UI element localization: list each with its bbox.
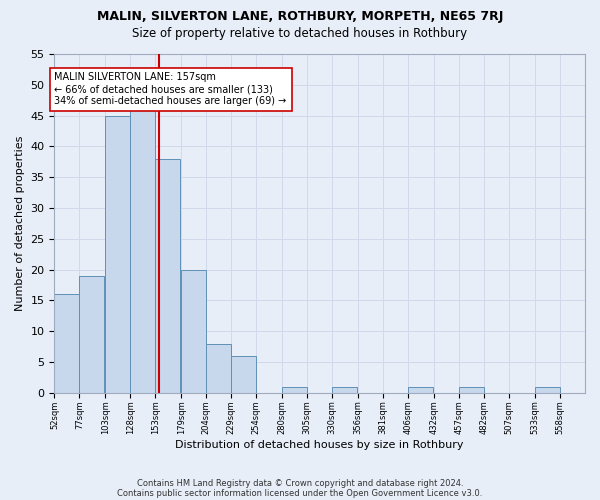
Bar	[79, 276, 104, 393]
Bar	[231, 356, 256, 393]
Bar	[130, 110, 155, 393]
Text: MALIN, SILVERTON LANE, ROTHBURY, MORPETH, NE65 7RJ: MALIN, SILVERTON LANE, ROTHBURY, MORPETH…	[97, 10, 503, 23]
Bar	[206, 344, 231, 393]
Text: Size of property relative to detached houses in Rothbury: Size of property relative to detached ho…	[133, 28, 467, 40]
Bar	[535, 387, 560, 393]
Bar	[155, 159, 181, 393]
Bar	[408, 387, 433, 393]
Bar	[459, 387, 484, 393]
Y-axis label: Number of detached properties: Number of detached properties	[15, 136, 25, 311]
Bar	[106, 116, 130, 393]
Bar	[282, 387, 307, 393]
X-axis label: Distribution of detached houses by size in Rothbury: Distribution of detached houses by size …	[175, 440, 464, 450]
Text: Contains HM Land Registry data © Crown copyright and database right 2024.: Contains HM Land Registry data © Crown c…	[137, 478, 463, 488]
Bar	[55, 294, 79, 393]
Text: Contains public sector information licensed under the Open Government Licence v3: Contains public sector information licen…	[118, 488, 482, 498]
Bar	[181, 270, 206, 393]
Bar	[332, 387, 357, 393]
Text: MALIN SILVERTON LANE: 157sqm
← 66% of detached houses are smaller (133)
34% of s: MALIN SILVERTON LANE: 157sqm ← 66% of de…	[55, 72, 287, 106]
